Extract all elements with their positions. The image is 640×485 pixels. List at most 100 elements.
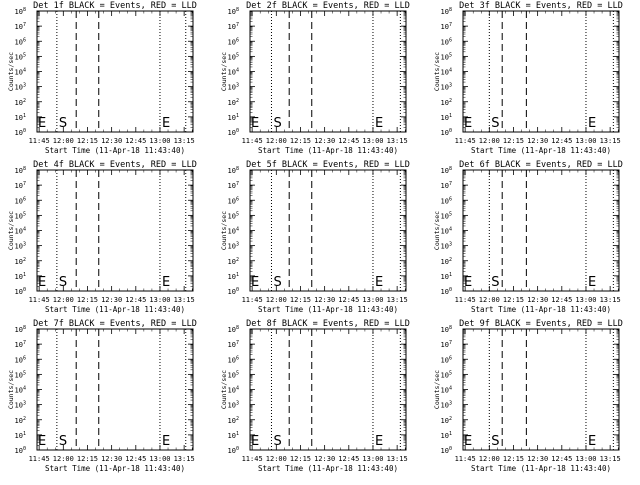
x-tick-label: 13:00 [575, 455, 596, 463]
y-tick-label: 100 [441, 446, 452, 455]
y-axis-label: Counts/sec [433, 370, 441, 409]
plot-frame [462, 10, 620, 133]
edge-marker: E [464, 116, 472, 131]
edge-marker: E [38, 275, 46, 290]
x-tick-label: 13:15 [600, 137, 621, 145]
y-tick-label: 103 [228, 83, 239, 92]
panel-6: Det 6f BLACK = Events, RED = LLD 100 101 10… [433, 160, 623, 314]
y-axis-label: Counts/sec [220, 52, 228, 91]
y-tick-label: 104 [441, 386, 452, 395]
y-tick-label: 106 [441, 355, 452, 364]
y-tick-label: 100 [228, 128, 239, 137]
x-tick-label: 13:15 [600, 296, 621, 304]
y-tick-label: 105 [441, 370, 452, 379]
x-tick-label: 12:30 [527, 137, 548, 145]
x-tick-label: 12:30 [527, 455, 548, 463]
y-tick-label: 102 [15, 98, 26, 107]
x-tick-label: 12:30 [314, 455, 335, 463]
y-axis-label: Counts/sec [220, 211, 228, 250]
y-tick-label: 107 [441, 22, 452, 31]
end-marker: E [162, 275, 170, 290]
y-tick-label: 108 [441, 325, 452, 334]
start-marker: S [59, 434, 67, 449]
y-tick-label: 106 [15, 196, 26, 205]
y-tick-label: 108 [228, 325, 239, 334]
edge-marker: E [251, 116, 259, 131]
y-tick-label: 104 [15, 68, 26, 77]
x-tick-label: 12:00 [479, 455, 500, 463]
y-tick-label: 100 [15, 287, 26, 296]
y-tick-label: 102 [441, 98, 452, 107]
end-marker: E [162, 116, 170, 131]
y-tick-label: 102 [228, 98, 239, 107]
panel-3: Det 3f BLACK = Events, RED = LLD 100 101 10… [433, 1, 623, 155]
start-marker: S [491, 434, 499, 449]
end-marker: E [162, 434, 170, 449]
y-tick-label: 102 [441, 416, 452, 425]
plot-frame [36, 328, 194, 451]
plot-frame [462, 169, 620, 292]
y-tick-label: 107 [15, 181, 26, 190]
y-tick-label: 100 [15, 128, 26, 137]
y-tick-label: 100 [228, 446, 239, 455]
y-tick-label: 101 [441, 113, 452, 122]
x-tick-label: 12:30 [314, 296, 335, 304]
x-tick-label: 12:45 [125, 137, 146, 145]
y-tick-label: 108 [441, 7, 452, 16]
plot-frame [36, 169, 194, 292]
x-tick-label: 12:30 [314, 137, 335, 145]
y-tick-label: 107 [441, 181, 452, 190]
y-axis-label: Counts/sec [433, 52, 441, 91]
y-tick-label: 101 [15, 431, 26, 440]
x-tick-label: 12:15 [503, 455, 524, 463]
y-axis-label: Counts/sec [7, 211, 15, 250]
x-tick-label: 11:45 [242, 296, 263, 304]
y-tick-label: 105 [15, 370, 26, 379]
start-marker: S [59, 275, 67, 290]
y-tick-label: 102 [228, 257, 239, 266]
x-tick-label: 11:45 [455, 296, 476, 304]
x-tick-label: 13:15 [600, 455, 621, 463]
start-marker: S [273, 434, 281, 449]
y-tick-label: 100 [228, 287, 239, 296]
y-tick-label: 106 [15, 355, 26, 364]
x-tick-label: 13:00 [362, 455, 383, 463]
y-tick-label: 107 [15, 22, 26, 31]
x-tick-label: 12:45 [338, 455, 359, 463]
plot-frame [249, 169, 407, 292]
x-tick-label: 11:45 [29, 296, 50, 304]
x-tick-label: 11:45 [242, 455, 263, 463]
x-tick-label: 12:30 [101, 455, 122, 463]
y-tick-label: 104 [228, 68, 239, 77]
x-tick-label: 13:00 [575, 296, 596, 304]
panel-title: Det 3f BLACK = Events, RED = LLD [459, 1, 623, 11]
x-tick-label: 12:45 [551, 455, 572, 463]
x-tick-label: 11:45 [455, 455, 476, 463]
start-marker: S [273, 116, 281, 131]
x-tick-label: 12:30 [101, 137, 122, 145]
y-tick-label: 108 [228, 166, 239, 175]
x-tick-label: 12:15 [503, 296, 524, 304]
panel-title: Det 4f BLACK = Events, RED = LLD [33, 160, 197, 170]
x-tick-label: 12:45 [125, 296, 146, 304]
x-tick-label: 12:00 [266, 296, 287, 304]
x-axis-label: Start Time (11-Apr-18 11:43:40) [258, 146, 398, 155]
x-tick-label: 12:45 [551, 137, 572, 145]
x-tick-label: 12:15 [77, 296, 98, 304]
x-tick-label: 12:30 [527, 296, 548, 304]
y-tick-label: 104 [15, 227, 26, 236]
y-tick-label: 103 [228, 242, 239, 251]
x-tick-label: 12:15 [290, 137, 311, 145]
y-axis-label: Counts/sec [7, 370, 15, 409]
x-tick-label: 12:00 [53, 137, 74, 145]
x-tick-label: 12:00 [266, 455, 287, 463]
panel-2: Det 2f BLACK = Events, RED = LLD 100 101 10… [220, 1, 410, 155]
y-tick-label: 105 [228, 211, 239, 220]
edge-marker: E [38, 434, 46, 449]
plot-frame [462, 328, 620, 451]
x-axis-label: Start Time (11-Apr-18 11:43:40) [258, 464, 398, 473]
x-tick-label: 11:45 [455, 137, 476, 145]
y-tick-label: 108 [15, 7, 26, 16]
y-tick-label: 105 [228, 52, 239, 61]
